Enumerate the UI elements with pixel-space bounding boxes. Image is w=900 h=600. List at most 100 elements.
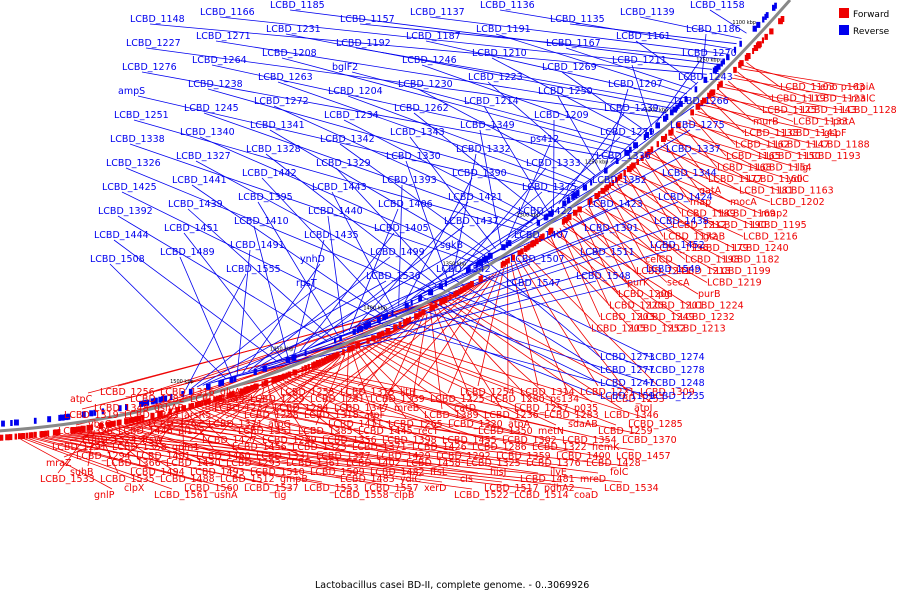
- reverse-feature-mark: [118, 405, 122, 412]
- reverse-leader-line: [483, 105, 549, 212]
- reverse-gene-label: LCBD_1440: [308, 206, 363, 217]
- forward-gene-label: lig: [797, 163, 808, 174]
- reverse-feature-mark: [419, 294, 423, 301]
- reverse-gene-label: LCBD_1161: [616, 31, 671, 42]
- reverse-leader-line: [370, 320, 651, 397]
- forward-leader-line: [578, 213, 619, 295]
- reverse-leader-line: [214, 280, 597, 383]
- reverse-feature-mark: [93, 409, 97, 416]
- forward-gene-label: LCBD_1366: [106, 458, 161, 469]
- forward-leader-line: [351, 351, 377, 426]
- forward-leader-line: [559, 227, 601, 318]
- forward-gene-label: atpG: [268, 419, 291, 430]
- reverse-leader-line: [261, 177, 389, 313]
- forward-feature-mark: [182, 405, 186, 412]
- forward-feature-mark: [470, 281, 474, 287]
- forward-leader-line: [36, 437, 233, 490]
- forward-feature-mark: [106, 421, 109, 428]
- forward-gene-label: LCBD_1377: [316, 451, 371, 462]
- forward-feature-mark: [449, 294, 452, 300]
- reverse-gene-label: LCBD_1158: [690, 0, 745, 11]
- forward-feature-mark: [462, 285, 467, 292]
- reverse-leader-line: [109, 263, 226, 379]
- reverse-feature-mark: [169, 394, 173, 400]
- forward-leader-line: [679, 128, 758, 168]
- reverse-feature-mark: [58, 414, 61, 421]
- forward-gene-label: LCBD_1253: [610, 394, 665, 405]
- reverse-leader-line: [409, 136, 496, 249]
- forward-gene-label: vbsC: [88, 419, 112, 430]
- forward-feature-mark: [285, 372, 288, 379]
- forward-gene-label: ftsW: [142, 435, 164, 446]
- legend-reverse-label: Reverse: [853, 27, 890, 37]
- reverse-gene-label: LCBD_1208: [262, 48, 317, 59]
- reverse-gene-label: LCBD_1139: [620, 7, 675, 18]
- forward-feature-mark: [414, 313, 419, 320]
- forward-feature-mark: [769, 28, 774, 35]
- forward-leader-line: [447, 269, 501, 394]
- reverse-leader-line: [343, 119, 539, 220]
- forward-gene-label: LCBD_1510: [250, 467, 305, 478]
- reverse-feature-mark: [733, 46, 737, 53]
- forward-gene-label: LCBD_1213: [671, 324, 726, 335]
- forward-feature-mark: [717, 84, 720, 90]
- reverse-leader-line: [495, 33, 687, 95]
- forward-feature-mark: [246, 386, 251, 393]
- forward-leader-line: [144, 420, 479, 474]
- reverse-leader-line: [450, 276, 601, 371]
- reverse-feature-mark: [33, 417, 37, 424]
- forward-feature-mark: [197, 401, 202, 407]
- reverse-feature-mark: [507, 240, 512, 247]
- forward-gene-label: LCBD_1331: [256, 451, 311, 462]
- forward-leader-line: [638, 164, 762, 214]
- forward-leader-line: [200, 406, 335, 451]
- reverse-gene-label: LCBD_1548: [576, 271, 631, 282]
- forward-feature-mark: [134, 416, 139, 423]
- forward-leader-line: [697, 110, 776, 145]
- reverse-feature-mark: [66, 413, 71, 420]
- reverse-gene-label: LCBD_1508: [90, 254, 145, 265]
- forward-leader-line: [289, 377, 461, 435]
- reverse-leader-line: [558, 112, 625, 205]
- forward-gene-label: secA: [667, 278, 690, 289]
- forward-gene-label: LCBD_1339: [370, 394, 425, 405]
- reverse-leader-line: [270, 249, 671, 364]
- forward-leader-line: [255, 357, 338, 426]
- reverse-gene-label: LCBD_1425: [102, 182, 157, 193]
- reverse-gene-label: LCBD_1262: [394, 103, 449, 114]
- forward-feature-mark: [656, 141, 659, 148]
- forward-leader-line: [140, 421, 449, 467]
- reverse-leader-line: [457, 167, 547, 273]
- forward-gene-label: LCBD_1460: [196, 451, 251, 462]
- forward-gene-label: LCBD_1254: [460, 387, 515, 398]
- forward-leader-line: [24, 438, 143, 483]
- forward-gene-label: LCBD_1283: [544, 410, 599, 421]
- reverse-feature-mark: [294, 354, 297, 361]
- forward-gene-label: LCBD_1188: [815, 140, 870, 151]
- reverse-leader-line: [635, 40, 698, 85]
- forward-gene-label: LCBD_1455: [442, 435, 497, 446]
- reverse-feature-mark: [562, 200, 567, 207]
- reverse-leader-line: [195, 160, 432, 289]
- forward-gene-label: LCBD_1128: [842, 105, 897, 116]
- reverse-feature-mark: [572, 192, 578, 199]
- reverse-leader-line: [269, 129, 486, 257]
- reverse-gene-label: LCBD_1424: [658, 192, 713, 203]
- forward-gene-label: LCBD_1189: [681, 209, 736, 220]
- forward-gene-label: LCBD_1320: [448, 419, 503, 430]
- forward-gene-label: ushA: [214, 490, 238, 501]
- reverse-leader-line: [413, 112, 544, 216]
- reverse-gene-label: LCBD_1352: [592, 175, 647, 186]
- forward-feature-mark: [409, 316, 412, 323]
- reverse-feature-mark: [772, 4, 776, 11]
- reverse-gene-label: LCBD_1507: [510, 254, 565, 265]
- forward-feature-mark: [676, 122, 681, 129]
- forward-leader-line: [51, 435, 353, 490]
- forward-gene-label: LCBD_1133: [793, 117, 848, 128]
- forward-gene-label: LCBD_1198: [685, 255, 740, 266]
- forward-leader-line: [591, 203, 717, 272]
- reverse-gene-label: sgkB: [440, 240, 463, 251]
- reverse-feature-mark: [475, 261, 479, 268]
- reverse-leader-line: [335, 167, 443, 283]
